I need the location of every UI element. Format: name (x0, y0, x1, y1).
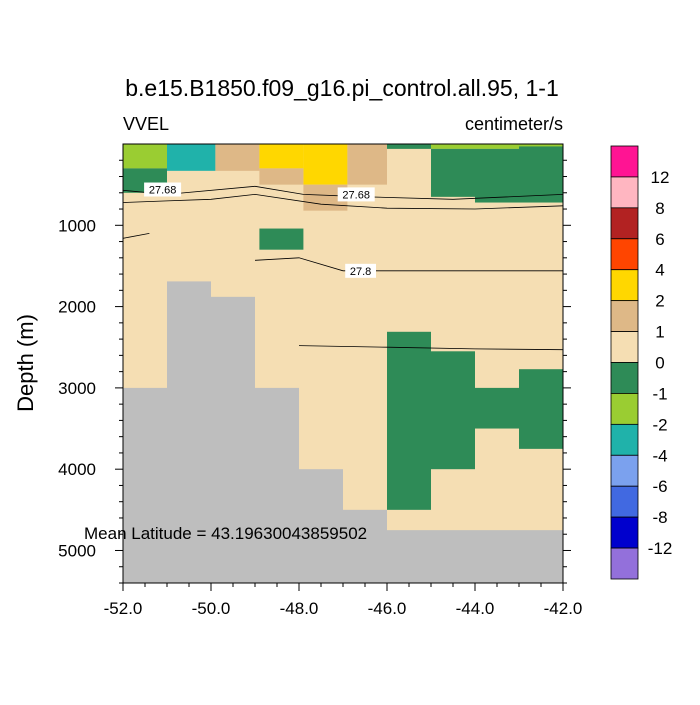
seafloor-block (343, 509, 387, 583)
colorbar-box (610, 362, 639, 394)
data-cell (387, 144, 431, 149)
colorbar-label: -6 (652, 477, 667, 496)
seafloor-block (255, 387, 299, 583)
x-tick-label: -50.0 (192, 599, 231, 618)
colorbar-box (610, 238, 639, 271)
contour-layer: 27.68 27.68 27.8 (122, 182, 564, 351)
colorbar-box (610, 547, 639, 580)
contour-label: 27.68 (149, 185, 177, 197)
axis-layer: -52.0 -50.0 -48.0 -46.0 -44.0 -42.0 1000 2000 30… (58, 143, 583, 618)
colorbar-label: 0 (655, 354, 664, 373)
x-tick-label: -44.0 (456, 599, 495, 618)
contour-line (122, 193, 564, 210)
colorbar-label: 6 (655, 230, 664, 249)
colorbar-box (610, 269, 639, 302)
colorbar-box (610, 145, 639, 178)
colorbar-label: 1 (655, 323, 664, 342)
data-cell (215, 144, 260, 171)
contour-line (122, 233, 150, 239)
colorbar-label: -2 (652, 415, 667, 434)
colorbar: 12 8 6 4 2 1 0 -1 -2 -4 -6 -8 -12 (610, 145, 673, 580)
colorbar-label: 4 (655, 261, 664, 280)
colorbar-box (610, 485, 639, 518)
contour-label: 27.8 (350, 266, 371, 278)
x-tick-label: -48.0 (280, 599, 319, 618)
colorbar-label: -12 (648, 539, 673, 558)
contour-label-bg (144, 182, 182, 197)
colorbar-box (610, 393, 639, 425)
data-cell (387, 331, 431, 510)
seafloor-block (299, 469, 343, 583)
data-cell (475, 148, 519, 203)
data-cell (259, 228, 304, 250)
colorbar-box (610, 516, 639, 549)
y-axis-label: Depth (m) (13, 314, 38, 412)
x-tick-label: -46.0 (368, 599, 407, 618)
y-tick-label: 4000 (58, 460, 96, 479)
chart-title: b.e15.B1850.f09_g16.pi_control.all.95, 1… (125, 75, 559, 101)
variable-label: VVEL (123, 114, 169, 134)
x-tick-label: -52.0 (104, 599, 143, 618)
colorbar-label: 2 (655, 292, 664, 311)
plot-area (123, 144, 563, 583)
colorbar-box (610, 454, 639, 487)
y-tick-label: 2000 (58, 298, 96, 317)
colorbar-box (610, 207, 639, 240)
units-label: centimeter/s (465, 114, 563, 134)
data-cell (123, 144, 167, 169)
seafloor-block (123, 387, 167, 583)
colorbar-box (610, 300, 639, 332)
contour-line (254, 257, 563, 272)
colorbar-label: -8 (652, 508, 667, 527)
x-tick-label: -42.0 (544, 599, 583, 618)
colorbar-label: -4 (652, 446, 667, 465)
colorbar-box (610, 423, 639, 456)
data-cell (167, 144, 216, 171)
contour-label: 27.68 (342, 189, 370, 201)
data-cell (431, 144, 475, 149)
data-cell (303, 144, 348, 185)
contour-line (298, 345, 564, 351)
colorbar-label: 8 (655, 199, 664, 218)
data-cell (259, 168, 304, 185)
data-cell (519, 369, 563, 449)
colorbar-label: 12 (651, 168, 670, 187)
seafloor-block (167, 281, 211, 583)
data-cell (259, 144, 304, 169)
data-cell (519, 146, 563, 203)
colorbar-label: -1 (652, 384, 667, 403)
colorbar-box (610, 176, 639, 209)
data-cell (431, 148, 475, 197)
seafloor-block (387, 530, 563, 583)
data-cell (431, 351, 475, 470)
data-cell (347, 144, 387, 185)
seafloor-block (211, 296, 255, 583)
y-tick-label: 3000 (58, 379, 96, 398)
data-cell (475, 387, 519, 429)
y-tick-label: 5000 (58, 541, 96, 560)
mean-latitude-annotation: Mean Latitude = 43.19630043859502 (84, 524, 367, 543)
contour-label-bg (337, 187, 375, 202)
colorbar-box (610, 331, 639, 363)
y-tick-label: 1000 (58, 216, 96, 235)
contour-label-bg (345, 263, 376, 278)
